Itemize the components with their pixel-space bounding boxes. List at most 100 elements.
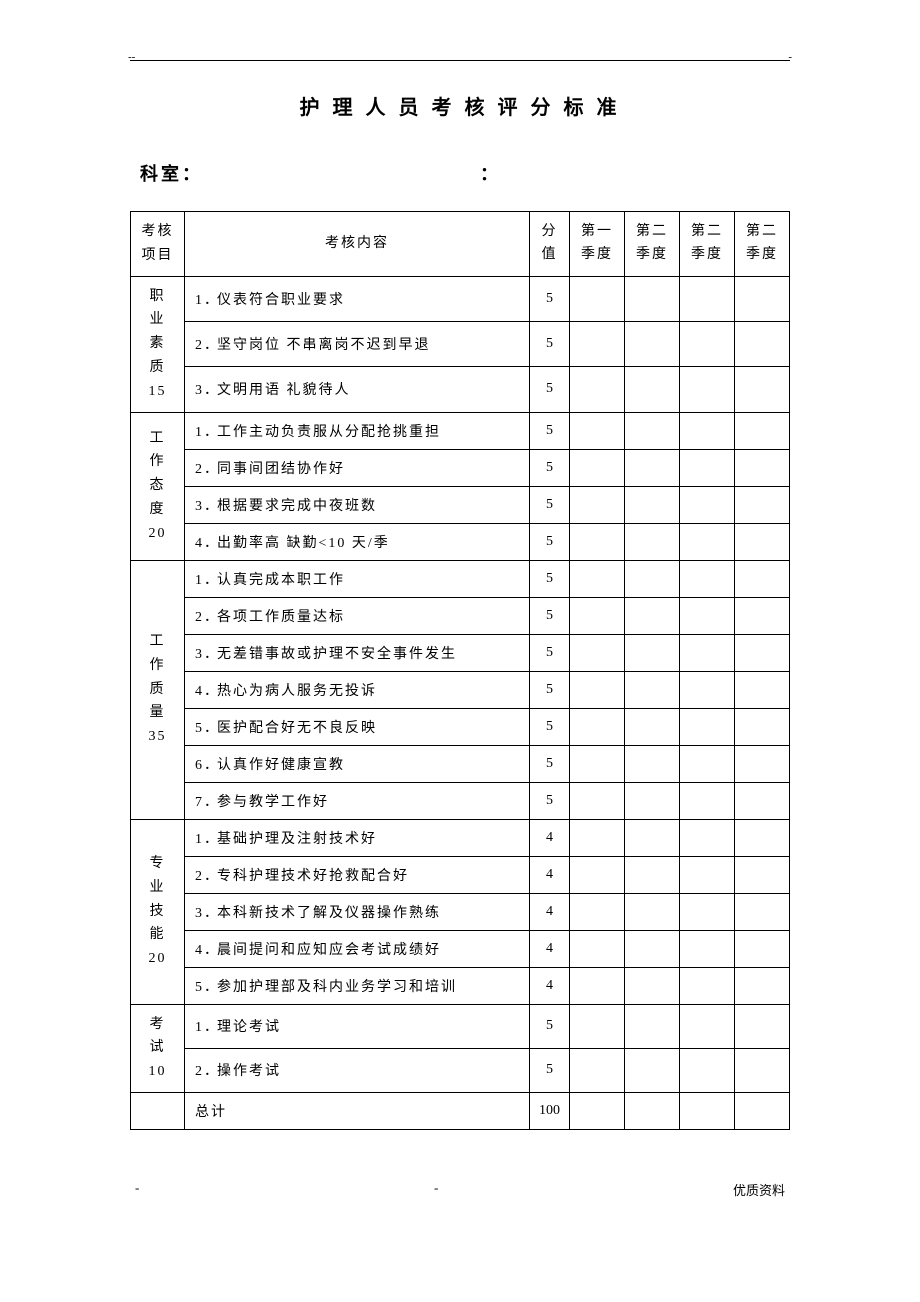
quarter-cell [570,893,625,930]
quarter-cell [735,634,790,671]
table-row: 6．认真作好健康宣教5 [131,745,790,782]
quarter-cell [625,560,680,597]
table-row: 考试101．理论考试5 [131,1004,790,1048]
total-row: 总计100 [131,1092,790,1129]
quarter-cell [625,671,680,708]
score-cell: 4 [530,893,570,930]
content-cell: 1．仪表符合职业要求 [185,276,530,321]
quarter-cell [735,523,790,560]
table-row: 7．参与教学工作好5 [131,782,790,819]
quarter-cell [570,597,625,634]
header-project: 考核项目 [131,212,185,277]
quarter-cell [680,1004,735,1048]
dept-row: 科室： ： [130,160,790,186]
header-q2: 第二季度 [625,212,680,277]
quarter-cell [735,819,790,856]
content-cell: 6．认真作好健康宣教 [185,745,530,782]
quarter-cell [625,597,680,634]
quarter-cell [625,321,680,366]
quarter-cell [625,893,680,930]
score-cell: 5 [530,276,570,321]
quarter-cell [735,708,790,745]
quarter-cell [570,930,625,967]
content-cell: 2．各项工作质量达标 [185,597,530,634]
page-footer: - - 优质资料 [130,1180,790,1199]
content-cell: 3．根据要求完成中夜班数 [185,486,530,523]
table-row: 4．出勤率高 缺勤<10 天/季5 [131,523,790,560]
project-cell: 考试10 [131,1004,185,1092]
total-project-cell [131,1092,185,1129]
header-row: 考核项目 考核内容 分值 第一季度 第二季度 第二季度 第二季度 [131,212,790,277]
score-cell: 5 [530,367,570,412]
quarter-cell [570,276,625,321]
quarter-cell [680,671,735,708]
project-cell: 职业素质15 [131,276,185,412]
content-cell: 7．参与教学工作好 [185,782,530,819]
content-cell: 4．晨间提问和应知应会考试成绩好 [185,930,530,967]
header-q1: 第一季度 [570,212,625,277]
quarter-cell [735,1092,790,1129]
quarter-cell [570,560,625,597]
quarter-cell [625,449,680,486]
quarter-cell [570,745,625,782]
project-cell: 工作态度20 [131,412,185,560]
score-cell: 5 [530,321,570,366]
score-cell: 5 [530,412,570,449]
table-row: 3．本科新技术了解及仪器操作熟练4 [131,893,790,930]
content-cell: 5．参加护理部及科内业务学习和培训 [185,967,530,1004]
quarter-cell [735,367,790,412]
footer-center: - [434,1180,439,1199]
quarter-cell [680,321,735,366]
table-row: 5．参加护理部及科内业务学习和培训4 [131,967,790,1004]
table-row: 工作态度201．工作主动负责服从分配抢挑重担5 [131,412,790,449]
header-q4: 第二季度 [735,212,790,277]
content-cell: 4．热心为病人服务无投诉 [185,671,530,708]
quarter-cell [680,708,735,745]
score-cell: 5 [530,486,570,523]
quarter-cell [570,819,625,856]
quarter-cell [680,856,735,893]
content-cell: 4．出勤率高 缺勤<10 天/季 [185,523,530,560]
content-cell: 1．工作主动负责服从分配抢挑重担 [185,412,530,449]
quarter-cell [570,412,625,449]
quarter-cell [570,967,625,1004]
header-content: 考核内容 [185,212,530,277]
content-cell: 3．本科新技术了解及仪器操作熟练 [185,893,530,930]
quarter-cell [570,486,625,523]
quarter-cell [735,893,790,930]
score-cell: 5 [530,1048,570,1092]
quarter-cell [680,782,735,819]
quarter-cell [735,671,790,708]
score-cell: 5 [530,597,570,634]
quarter-cell [625,1048,680,1092]
table-row: 2．同事间团结协作好5 [131,449,790,486]
content-cell: 2．专科护理技术好抢救配合好 [185,856,530,893]
content-cell: 2．坚守岗位 不串离岗不迟到早退 [185,321,530,366]
quarter-cell [570,1092,625,1129]
table-row: 2．各项工作质量达标5 [131,597,790,634]
quarter-cell [625,1092,680,1129]
quarter-cell [680,486,735,523]
quarter-cell [625,367,680,412]
total-score-cell: 100 [530,1092,570,1129]
quarter-cell [680,523,735,560]
score-cell: 4 [530,967,570,1004]
quarter-cell [680,819,735,856]
score-cell: 4 [530,930,570,967]
quarter-cell [680,967,735,1004]
quarter-cell [570,1004,625,1048]
score-cell: 5 [530,1004,570,1048]
header-q3: 第二季度 [680,212,735,277]
content-cell: 2．同事间团结协作好 [185,449,530,486]
quarter-cell [680,930,735,967]
quarter-cell [570,671,625,708]
quarter-cell [680,1048,735,1092]
quarter-cell [570,321,625,366]
score-cell: 5 [530,782,570,819]
quarter-cell [570,782,625,819]
score-cell: 5 [530,560,570,597]
second-colon: ： [480,160,500,186]
quarter-cell [625,745,680,782]
quarter-cell [680,560,735,597]
header-divider [130,60,790,61]
